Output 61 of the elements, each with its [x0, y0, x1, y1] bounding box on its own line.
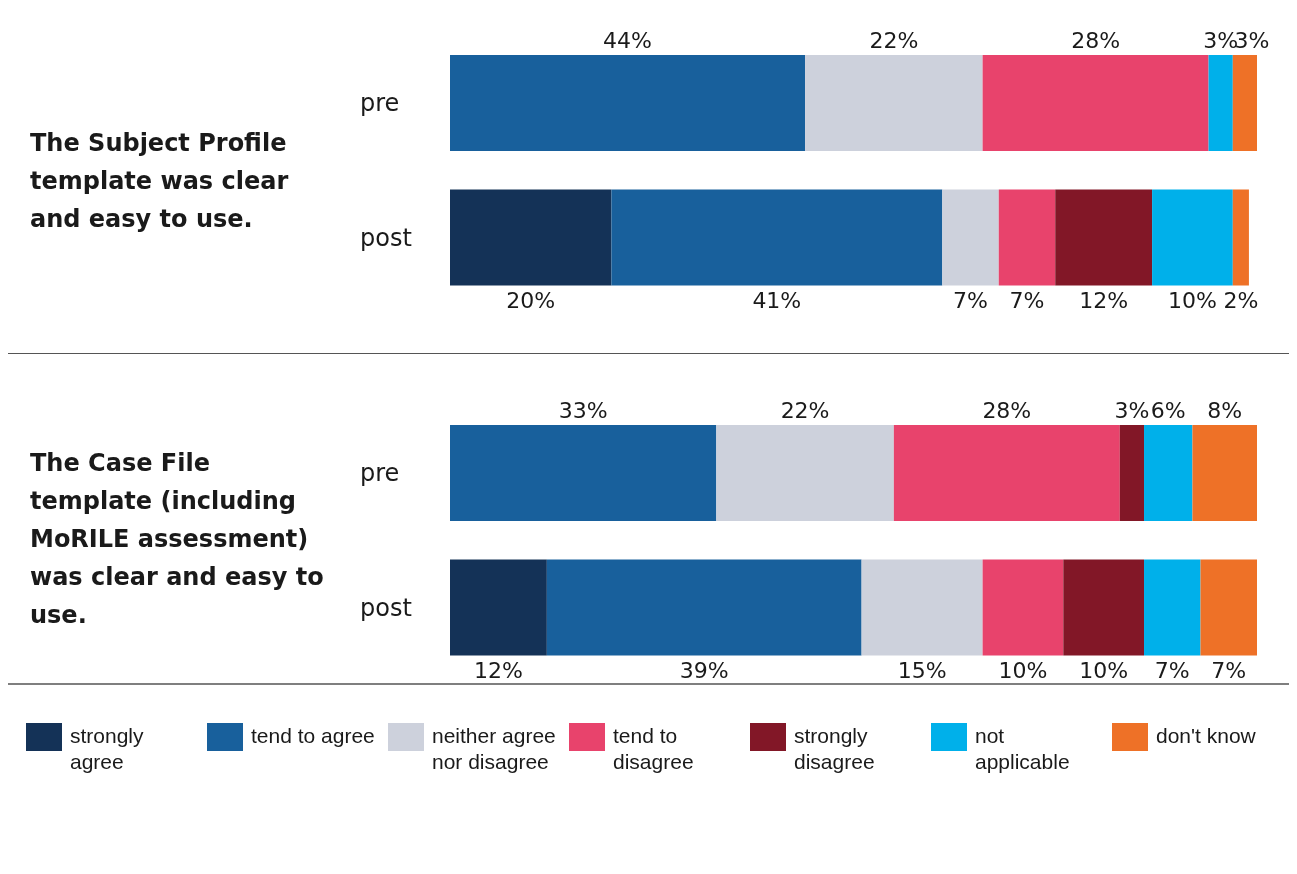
bar — [1200, 559, 1257, 656]
data-label: 20% — [506, 287, 556, 313]
bar — [1063, 559, 1145, 656]
legend-label: don't know — [1156, 724, 1257, 747]
data-label: 28% — [1071, 28, 1121, 53]
bar — [450, 55, 806, 151]
bar — [450, 425, 717, 521]
data-label: 3% — [1114, 398, 1150, 423]
bar — [546, 559, 862, 656]
data-label: 7% — [1211, 657, 1247, 683]
bar — [1144, 559, 1201, 656]
y-tick-label: post — [360, 223, 412, 252]
data-label: 12% — [1079, 287, 1129, 313]
bar — [1119, 425, 1145, 521]
legend-label: not applicable — [975, 724, 1070, 773]
legend-label: strongly disagree — [794, 724, 875, 773]
bar — [861, 559, 983, 656]
data-label: 22% — [869, 28, 919, 53]
legend-label: neither agree nor disagree — [432, 724, 556, 773]
bar — [998, 189, 1056, 286]
text: The Subject Profile template was clear and easy to use. — [29, 127, 290, 235]
data-label: 7% — [1154, 657, 1190, 683]
data-label: 8% — [1207, 398, 1243, 423]
data-label: 2% — [1223, 287, 1259, 313]
data-label: 6% — [1150, 398, 1186, 423]
data-label: 10% — [998, 657, 1048, 683]
y-tick-label: pre — [360, 459, 400, 488]
data-label: 33% — [558, 398, 608, 423]
y-tick-label: post — [360, 593, 412, 622]
bar — [805, 55, 983, 151]
data-label: 41% — [752, 287, 802, 313]
bar — [1232, 189, 1249, 286]
bar — [450, 189, 612, 286]
data-label: 7% — [1009, 287, 1045, 313]
bar — [1144, 425, 1193, 521]
bar — [450, 559, 547, 656]
legend-label: strongly agree — [70, 724, 145, 773]
bar — [611, 189, 943, 286]
data-label: 10% — [1079, 657, 1129, 683]
legend-label: tend to agree — [251, 724, 375, 747]
text: The Case File template (including MoRILE assessment) was clear and easy to use. — [29, 447, 325, 631]
data-label: 28% — [982, 398, 1032, 423]
legend-label: tend to disagree — [613, 724, 694, 773]
y-tick-label: pre — [360, 89, 400, 118]
bar — [1208, 55, 1233, 151]
bar — [1232, 55, 1257, 151]
data-label: 15% — [897, 657, 947, 683]
data-label: 12% — [473, 657, 523, 683]
bar — [716, 425, 894, 521]
bar — [893, 425, 1120, 521]
data-label: 44% — [603, 28, 652, 53]
bar — [982, 55, 1209, 151]
bar — [1152, 189, 1233, 286]
data-label: 22% — [780, 398, 830, 423]
bar — [982, 559, 1064, 656]
data-label: 39% — [679, 657, 729, 683]
bar — [1192, 425, 1257, 521]
data-label: 7% — [953, 287, 988, 313]
data-label: 10% — [1167, 287, 1217, 313]
bar — [1055, 189, 1153, 286]
bar — [942, 189, 999, 286]
